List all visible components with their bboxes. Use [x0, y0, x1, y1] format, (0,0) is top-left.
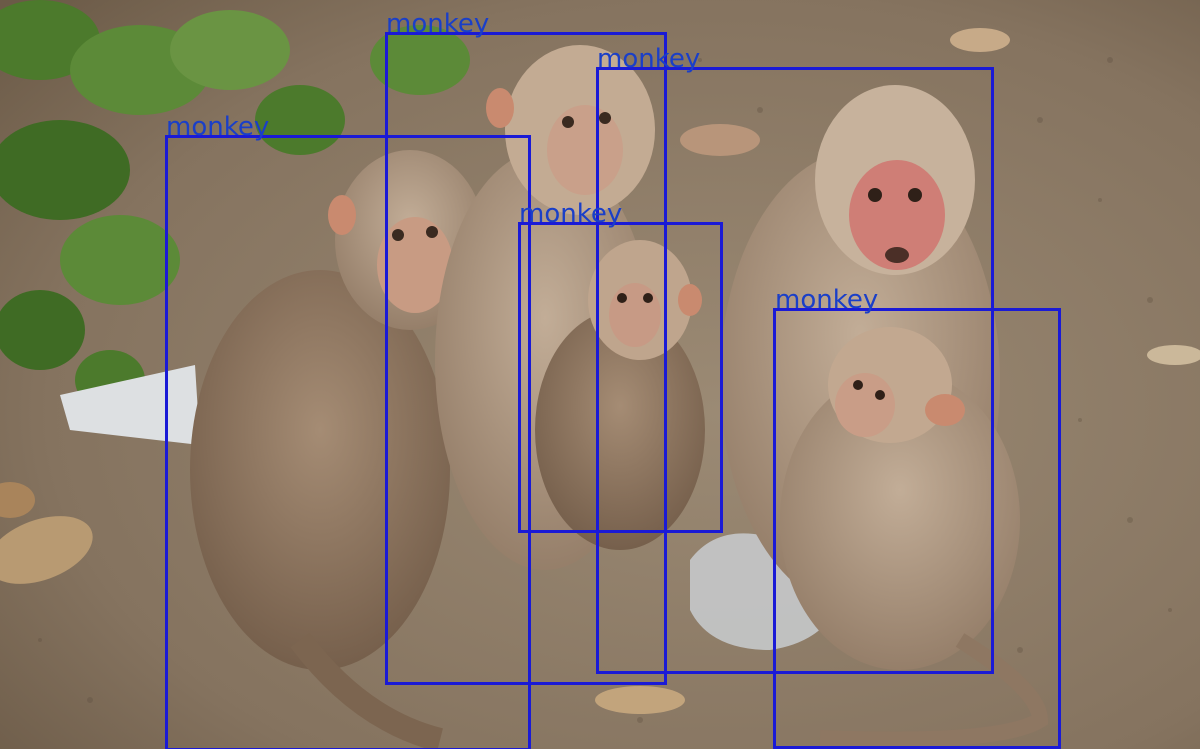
monkey-baby-right [780, 327, 1049, 748]
dry-leaves [0, 28, 1200, 714]
monkey-baby-center [535, 240, 705, 550]
gravel-texture [38, 38, 1172, 723]
detection-box [385, 32, 667, 685]
detection-box [596, 67, 994, 674]
detection-label: monkey [775, 285, 879, 315]
detection-label: monkey [519, 199, 623, 229]
detection-label: monkey [597, 44, 701, 74]
detection-label: monkey [166, 112, 270, 142]
detection-box [773, 308, 1061, 749]
foliage [0, 0, 470, 410]
detection-label: monkey [386, 9, 490, 39]
detection-box [518, 222, 723, 533]
